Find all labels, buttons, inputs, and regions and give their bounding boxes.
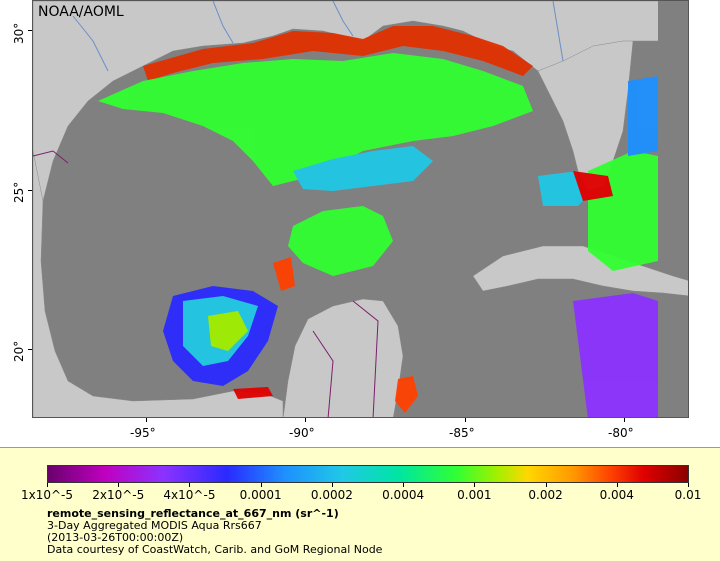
lat-tick — [28, 190, 32, 191]
colorbar-tick — [189, 483, 191, 487]
colorbar-tick-label: 0.0004 — [382, 488, 425, 502]
land-mexico — [33, 150, 284, 417]
shelf-mid-reflectance — [98, 53, 533, 186]
colorbar-tick-label: 4x10^-5 — [163, 488, 216, 502]
florida-strait-strip — [588, 151, 658, 271]
borders — [33, 150, 379, 417]
gulf-orange-patch — [273, 257, 295, 291]
lon-label-90: -90° — [289, 426, 315, 440]
lat-label-20: 20° — [12, 340, 26, 362]
caribbean-swath — [573, 293, 658, 417]
colorbar-tick — [47, 483, 48, 487]
lon-tick — [465, 418, 466, 422]
legend-time: (2013-03-26T00:00:00Z) — [47, 531, 184, 544]
lon-label-95: -95° — [130, 426, 156, 440]
legend-product: 3-Day Aggregated MODIS Aqua Rrs667 — [47, 519, 262, 532]
east-edge-swath — [628, 76, 658, 156]
land-cuba — [472, 245, 688, 297]
central-gulf-patch — [288, 206, 393, 276]
reflectance-overlay — [98, 26, 658, 417]
colorbar — [47, 465, 689, 483]
lon-tick — [624, 418, 625, 422]
colorbar-tick-label: 1x10^-5 — [20, 488, 74, 502]
map-credit: NOAA/AOML — [38, 4, 124, 20]
legend-variable: remote_sensing_reflectance_at_667_nm (sr… — [47, 507, 339, 520]
lon-label-80: -80° — [608, 426, 634, 440]
tabasco-red-edge — [233, 387, 273, 399]
colorbar-tick-label: 0.004 — [599, 488, 634, 502]
lon-tick — [305, 418, 306, 422]
map-canvas — [33, 1, 688, 417]
colorbar-tick — [260, 483, 262, 487]
colorbar-tick — [545, 483, 547, 487]
shelf-high-reflectance — [143, 26, 533, 81]
colorbar-tick — [118, 483, 120, 487]
colorbar-tick-label: 0.001 — [457, 488, 492, 502]
lon-label-85: -85° — [449, 426, 475, 440]
colorbar-tick — [331, 483, 333, 487]
colorbar-tick-label: 0.002 — [528, 488, 563, 502]
legend-panel: remote_sensing_reflectance_at_667_nm (sr… — [0, 447, 720, 561]
lat-label-30: 30° — [12, 22, 26, 44]
colorbar-tick-label: 0.01 — [674, 488, 702, 502]
lat-tick — [28, 349, 32, 350]
colorbar-tick-label: 0.0001 — [239, 488, 282, 502]
shelf-cyan-reflectance — [293, 146, 433, 191]
colorbar-tick — [688, 483, 689, 487]
yucatan-red-spot — [395, 376, 418, 413]
colorbar-tick-label: 0.0002 — [310, 488, 353, 502]
legend-source: Data courtesy of CoastWatch, Carib. and … — [47, 543, 383, 556]
land-florida — [537, 40, 634, 192]
lat-label-25: 25° — [12, 181, 26, 203]
florida-keys-red — [573, 171, 613, 201]
land-east — [658, 1, 688, 151]
lat-tick — [28, 30, 32, 31]
colorbar-tick — [616, 483, 618, 487]
colorbar-tick — [474, 483, 476, 487]
campeche-green — [208, 311, 248, 351]
colorbar-tick-label: 2x10^-5 — [92, 488, 145, 502]
lon-tick — [146, 418, 147, 422]
map-viewport[interactable]: NOAA/AOML — [32, 0, 689, 418]
colorbar-tick — [403, 483, 405, 487]
rivers — [72, 1, 564, 72]
